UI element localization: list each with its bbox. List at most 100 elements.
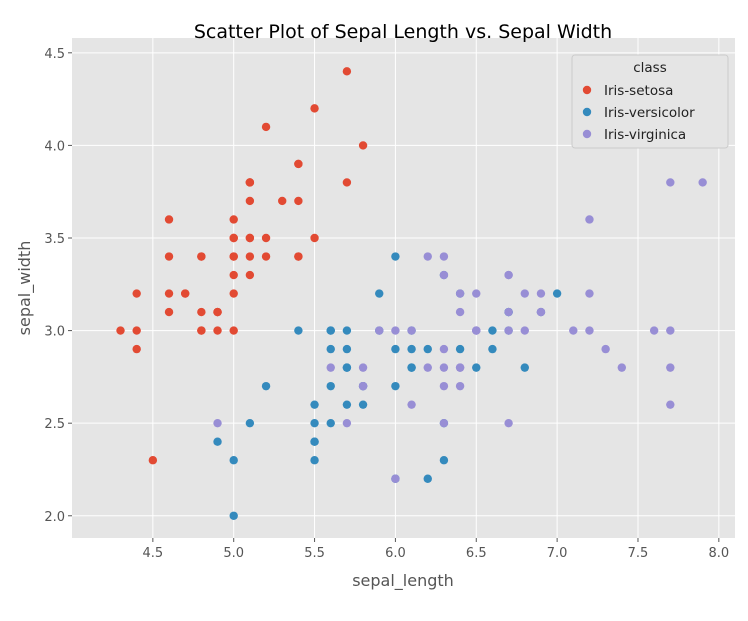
data-point-iris-setosa <box>229 326 238 335</box>
data-point-iris-setosa <box>294 252 303 261</box>
data-point-iris-versicolor <box>342 363 352 372</box>
y-tick-label: 2.0 <box>44 510 65 525</box>
data-point-iris-virginica <box>358 381 368 391</box>
data-point-iris-setosa <box>310 104 319 113</box>
data-point-iris-virginica <box>585 289 594 298</box>
legend-marker <box>582 85 592 95</box>
data-point-iris-virginica <box>391 326 400 335</box>
data-point-iris-setosa <box>197 307 206 317</box>
data-point-iris-setosa <box>261 252 271 261</box>
x-tick-label: 5.0 <box>223 546 244 561</box>
data-point-iris-setosa <box>294 159 303 169</box>
data-point-iris-virginica <box>504 418 513 428</box>
data-point-iris-setosa <box>213 326 222 335</box>
data-point-iris-virginica <box>439 381 449 391</box>
data-point-iris-versicolor <box>229 456 238 465</box>
data-point-iris-versicolor <box>261 381 271 391</box>
data-point-iris-setosa <box>229 215 238 224</box>
x-tick-label: 5.5 <box>304 546 325 561</box>
data-point-iris-versicolor <box>472 363 481 372</box>
x-tick-label: 7.5 <box>628 546 649 561</box>
data-point-iris-setosa <box>278 196 287 206</box>
data-point-iris-versicolor <box>310 418 319 428</box>
data-point-iris-virginica <box>472 289 481 298</box>
data-point-iris-setosa <box>310 233 319 243</box>
data-point-iris-virginica <box>439 252 449 261</box>
data-point-iris-virginica <box>504 326 513 335</box>
data-point-iris-setosa <box>164 252 174 261</box>
legend-title: class <box>633 60 667 76</box>
data-point-iris-setosa <box>245 252 255 261</box>
data-point-iris-setosa <box>180 289 190 298</box>
data-point-iris-setosa <box>245 270 255 280</box>
data-point-iris-virginica <box>326 363 335 372</box>
data-point-iris-virginica <box>455 363 465 372</box>
data-point-iris-virginica <box>617 363 627 372</box>
data-point-iris-virginica <box>666 400 675 409</box>
data-point-iris-setosa <box>342 178 352 187</box>
data-point-iris-virginica <box>375 326 384 335</box>
data-point-iris-versicolor <box>552 289 562 298</box>
data-point-iris-virginica <box>536 307 546 317</box>
data-point-iris-virginica <box>407 326 416 335</box>
data-point-iris-virginica <box>439 363 449 372</box>
data-point-iris-versicolor <box>407 363 416 372</box>
data-point-iris-virginica <box>520 289 529 298</box>
data-point-iris-setosa <box>164 215 174 224</box>
legend-marker <box>582 107 592 117</box>
data-point-iris-versicolor <box>326 381 335 391</box>
data-point-iris-versicolor <box>310 400 319 409</box>
x-tick-label: 4.5 <box>143 546 164 561</box>
y-tick-label: 4.0 <box>44 139 65 154</box>
data-point-iris-setosa <box>261 233 271 243</box>
data-point-iris-versicolor <box>407 344 416 354</box>
data-point-iris-versicolor <box>358 400 368 409</box>
data-point-iris-setosa <box>358 141 368 150</box>
data-point-iris-versicolor <box>488 326 497 335</box>
data-point-iris-virginica <box>536 289 546 298</box>
data-point-iris-versicolor <box>391 344 400 354</box>
data-point-iris-versicolor <box>423 474 432 483</box>
data-point-iris-versicolor <box>326 344 335 354</box>
data-point-iris-setosa <box>132 326 141 335</box>
data-point-iris-virginica <box>391 474 400 483</box>
data-point-iris-setosa <box>245 233 255 243</box>
data-point-iris-versicolor <box>310 437 319 446</box>
data-point-iris-setosa <box>213 307 222 317</box>
x-tick-label: 6.0 <box>385 546 406 561</box>
data-point-iris-versicolor <box>229 511 238 520</box>
data-point-iris-virginica <box>213 418 222 428</box>
data-point-iris-virginica <box>504 307 513 317</box>
data-point-iris-virginica <box>585 326 594 335</box>
data-point-iris-versicolor <box>326 326 335 335</box>
data-point-iris-virginica <box>358 363 368 372</box>
data-point-iris-virginica <box>439 418 449 428</box>
data-point-iris-virginica <box>455 289 465 298</box>
data-point-iris-setosa <box>342 67 352 76</box>
data-point-iris-virginica <box>504 270 513 280</box>
data-point-iris-virginica <box>342 418 352 428</box>
data-point-iris-virginica <box>569 326 578 335</box>
data-point-iris-setosa <box>197 326 206 335</box>
data-point-iris-virginica <box>455 307 465 317</box>
data-point-iris-setosa <box>229 233 238 243</box>
data-point-iris-versicolor <box>294 326 303 335</box>
data-point-iris-versicolor <box>326 418 335 428</box>
y-tick-label: 3.5 <box>44 232 65 247</box>
data-point-iris-setosa <box>245 196 255 206</box>
legend: class Iris-setosa Iris-versicolor Iris-vir… <box>571 54 729 149</box>
data-point-iris-virginica <box>423 252 432 261</box>
data-point-iris-versicolor <box>391 381 400 391</box>
x-axis-label: sepal_length <box>352 571 454 591</box>
data-point-iris-setosa <box>197 252 206 261</box>
y-tick-label: 4.5 <box>44 47 65 62</box>
data-point-iris-setosa <box>164 307 174 317</box>
data-point-iris-virginica <box>472 326 481 335</box>
legend-label: Iris-setosa <box>604 83 673 99</box>
data-point-iris-versicolor <box>455 344 465 354</box>
x-tick-label: 6.5 <box>466 546 487 561</box>
data-point-iris-versicolor <box>342 400 352 409</box>
chart-title: Scatter Plot of Sepal Length vs. Sepal W… <box>194 21 612 43</box>
data-point-iris-virginica <box>698 178 707 187</box>
